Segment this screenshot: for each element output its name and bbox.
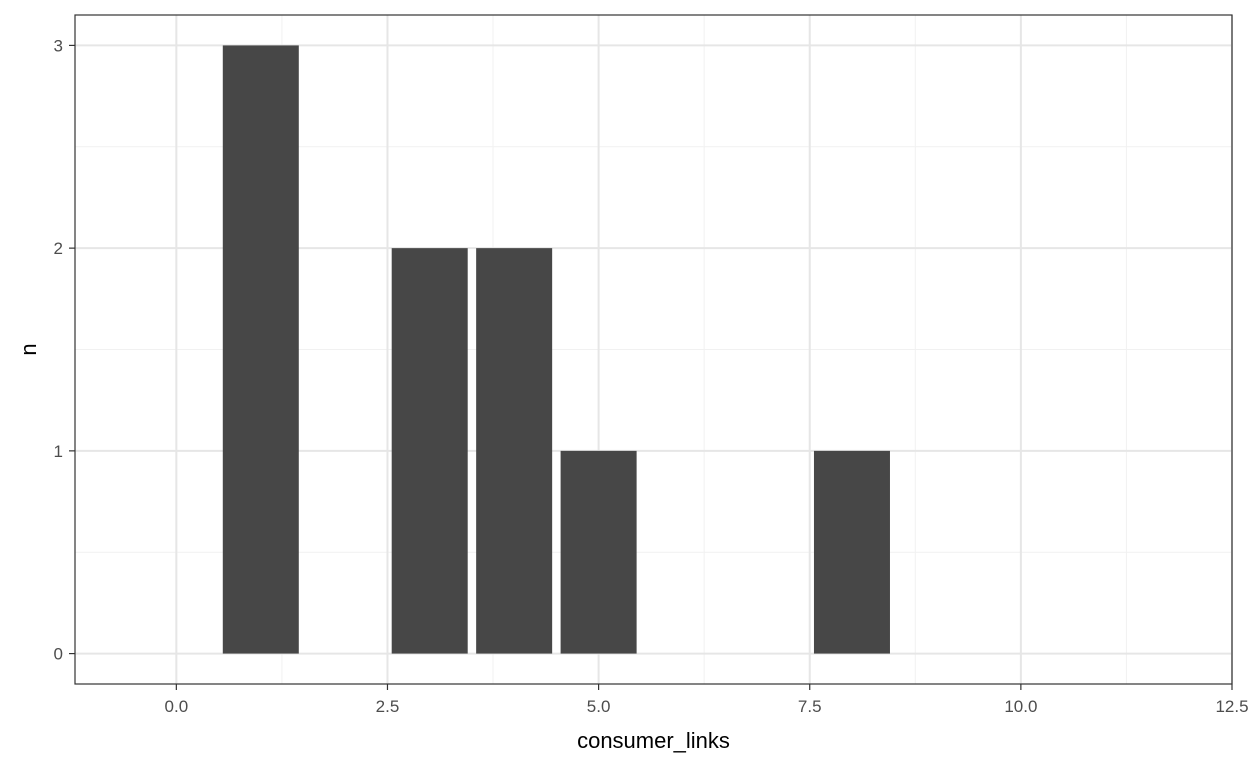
x-tick-label: 10.0 (1004, 697, 1037, 716)
y-axis-tick-labels: 0 1 2 3 (54, 36, 63, 663)
y-axis-title: n (16, 343, 41, 355)
axis-ticks (69, 44, 1233, 690)
x-tick-label: 0.0 (165, 697, 189, 716)
x-axis-tick-labels: 0.0 2.5 5.0 7.5 10.0 12.5 (165, 697, 1248, 716)
x-tick-label: 5.0 (587, 697, 611, 716)
y-tick-label: 0 (54, 645, 63, 664)
y-tick-label: 3 (54, 36, 63, 55)
bar (813, 450, 890, 654)
x-tick-label: 2.5 (376, 697, 400, 716)
bars (222, 45, 890, 654)
bar (476, 248, 553, 654)
y-tick-label: 2 (54, 239, 63, 258)
x-tick-label: 7.5 (798, 697, 822, 716)
x-axis-title: consumer_links (577, 728, 730, 753)
y-tick-label: 1 (54, 442, 63, 461)
bar (560, 450, 637, 654)
bar (222, 45, 299, 654)
panel-border (74, 14, 1233, 685)
bar (391, 248, 468, 654)
x-tick-label: 12.5 (1215, 697, 1248, 716)
